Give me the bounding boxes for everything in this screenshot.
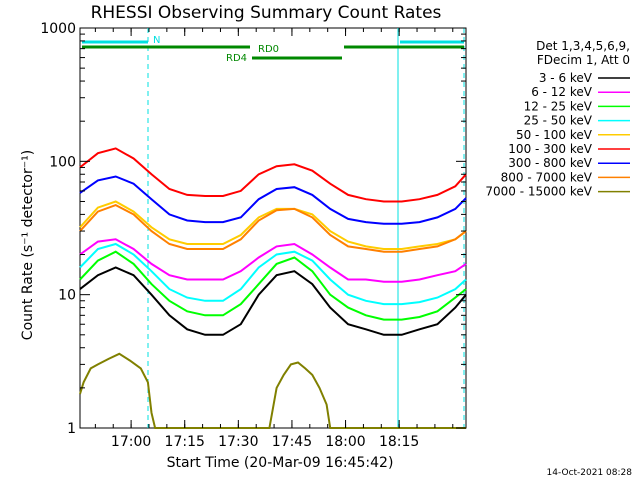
series-lines xyxy=(79,147,467,429)
footer-date: 14-Oct-2021 08:28 xyxy=(546,468,632,478)
y-tick-label: 100 xyxy=(49,154,76,170)
x-tick-label: 17:45 xyxy=(272,434,312,450)
y-tick-label: 1000 xyxy=(40,21,76,37)
y-tick-label: 10 xyxy=(58,288,76,304)
x-tick-label: 18:00 xyxy=(325,434,365,450)
legend-label: 100 - 300 keV xyxy=(508,142,592,156)
series-line xyxy=(79,238,467,283)
y-tick-label: 1 xyxy=(67,421,76,437)
y-axis-label: Count Rate (s⁻¹ detector⁻¹) xyxy=(20,150,36,340)
x-axis-label: Start Time (20-Mar-09 16:45:42) xyxy=(167,455,394,471)
legend-label: 12 - 25 keV xyxy=(524,99,593,113)
legend-header-line-2: FDecim 1, Att 0 xyxy=(537,53,630,67)
series-line xyxy=(79,266,467,336)
series-line xyxy=(79,242,467,306)
legend-header-line-1: Det 1,3,4,5,6,9, xyxy=(536,39,630,53)
rd4-label: RD4 xyxy=(226,53,247,64)
legend-label: 300 - 800 keV xyxy=(508,156,592,170)
legend-label: 25 - 50 keV xyxy=(524,114,593,128)
x-tick-label: 17:15 xyxy=(165,434,205,450)
legend-label: 7000 - 15000 keV xyxy=(485,185,592,199)
legend: Det 1,3,4,5,6,9, FDecim 1, Att 0 3 - 6 k… xyxy=(485,39,630,199)
series-line xyxy=(79,352,466,429)
x-tick-label: 18:15 xyxy=(379,434,419,450)
chart-title: RHESSI Observing Summary Count Rates xyxy=(91,3,442,23)
legend-label: 6 - 12 keV xyxy=(531,85,593,99)
x-tick-label: 17:00 xyxy=(111,434,151,450)
series-line xyxy=(79,204,467,253)
rd0-label: RD0 xyxy=(258,44,279,55)
series-line xyxy=(79,147,467,203)
legend-label: 800 - 7000 keV xyxy=(501,170,593,184)
plot-frame xyxy=(79,27,467,429)
y-axis: 1 10 100 1000 xyxy=(40,21,466,437)
legend-label: 50 - 100 keV xyxy=(516,128,593,142)
series-line xyxy=(79,175,467,225)
series-line xyxy=(79,200,467,250)
x-axis: 17:00 17:15 17:30 17:45 18:00 18:15 xyxy=(94,28,454,450)
x-tick-label: 17:30 xyxy=(218,434,258,450)
night-label: N xyxy=(153,35,160,46)
legend-label: 3 - 6 keV xyxy=(539,71,593,85)
series-line xyxy=(79,250,467,321)
